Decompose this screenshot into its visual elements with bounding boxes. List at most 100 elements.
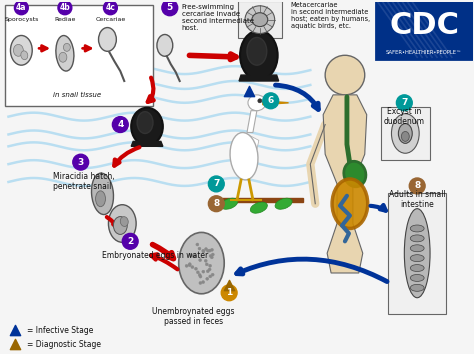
Text: 4a: 4a bbox=[16, 3, 27, 12]
Ellipse shape bbox=[96, 191, 105, 207]
Ellipse shape bbox=[252, 13, 268, 27]
Circle shape bbox=[209, 196, 224, 212]
Ellipse shape bbox=[210, 249, 213, 251]
Polygon shape bbox=[214, 198, 303, 202]
Ellipse shape bbox=[194, 267, 198, 270]
Ellipse shape bbox=[64, 44, 70, 51]
Ellipse shape bbox=[206, 277, 209, 280]
Text: Cercariae: Cercariae bbox=[95, 17, 126, 22]
Ellipse shape bbox=[392, 114, 419, 153]
Ellipse shape bbox=[113, 217, 127, 234]
Ellipse shape bbox=[250, 202, 267, 213]
Ellipse shape bbox=[185, 264, 188, 267]
Point bbox=[245, 88, 253, 94]
Ellipse shape bbox=[199, 275, 202, 278]
Ellipse shape bbox=[207, 249, 210, 252]
Ellipse shape bbox=[247, 38, 267, 65]
Ellipse shape bbox=[410, 255, 424, 262]
Text: in snail tissue: in snail tissue bbox=[53, 92, 101, 98]
Ellipse shape bbox=[137, 112, 153, 133]
FancyBboxPatch shape bbox=[389, 193, 446, 314]
Text: Free-swimming
cercariae invade
second intermediate
host.: Free-swimming cercariae invade second in… bbox=[182, 4, 254, 31]
Ellipse shape bbox=[230, 132, 258, 180]
Ellipse shape bbox=[204, 259, 207, 262]
Text: 3: 3 bbox=[78, 158, 84, 167]
Circle shape bbox=[325, 55, 365, 95]
Text: Miracidia hatch,
penetrate snail: Miracidia hatch, penetrate snail bbox=[53, 172, 115, 192]
Ellipse shape bbox=[13, 44, 23, 56]
Ellipse shape bbox=[179, 233, 224, 294]
Text: 4c: 4c bbox=[106, 3, 115, 12]
Ellipse shape bbox=[208, 268, 211, 271]
Ellipse shape bbox=[206, 270, 210, 273]
Ellipse shape bbox=[205, 263, 208, 266]
Ellipse shape bbox=[202, 281, 205, 284]
Ellipse shape bbox=[220, 198, 237, 209]
FancyBboxPatch shape bbox=[5, 5, 153, 106]
Polygon shape bbox=[263, 101, 289, 105]
Point bbox=[225, 282, 233, 288]
Ellipse shape bbox=[332, 179, 368, 228]
Ellipse shape bbox=[10, 35, 32, 65]
Ellipse shape bbox=[398, 124, 412, 143]
Ellipse shape bbox=[202, 270, 205, 273]
Ellipse shape bbox=[91, 173, 113, 215]
Ellipse shape bbox=[404, 209, 430, 298]
FancyBboxPatch shape bbox=[375, 0, 473, 59]
Ellipse shape bbox=[131, 108, 163, 145]
Circle shape bbox=[58, 1, 72, 15]
Ellipse shape bbox=[209, 264, 211, 267]
Text: 7: 7 bbox=[401, 98, 408, 107]
Circle shape bbox=[112, 116, 128, 132]
Ellipse shape bbox=[199, 259, 201, 262]
Ellipse shape bbox=[202, 249, 205, 252]
Ellipse shape bbox=[211, 253, 214, 256]
Circle shape bbox=[396, 95, 412, 111]
Ellipse shape bbox=[188, 263, 191, 266]
Ellipse shape bbox=[157, 34, 173, 56]
Ellipse shape bbox=[410, 225, 424, 232]
Ellipse shape bbox=[211, 273, 214, 276]
Ellipse shape bbox=[410, 274, 424, 281]
Circle shape bbox=[122, 233, 138, 249]
Ellipse shape bbox=[245, 6, 275, 34]
Text: 8: 8 bbox=[414, 181, 420, 190]
Ellipse shape bbox=[109, 205, 136, 242]
Ellipse shape bbox=[410, 264, 424, 272]
Text: SAFER•HEALTHIER•PEOPLE™: SAFER•HEALTHIER•PEOPLE™ bbox=[386, 50, 462, 55]
Ellipse shape bbox=[275, 198, 292, 209]
Ellipse shape bbox=[188, 264, 191, 267]
Point bbox=[12, 341, 19, 347]
Text: 5: 5 bbox=[167, 3, 173, 12]
Ellipse shape bbox=[189, 254, 192, 257]
Text: Rediae: Rediae bbox=[54, 17, 75, 22]
Text: Sporocysts: Sporocysts bbox=[4, 17, 38, 22]
Ellipse shape bbox=[204, 247, 208, 251]
Circle shape bbox=[409, 178, 425, 194]
Ellipse shape bbox=[202, 250, 205, 253]
Ellipse shape bbox=[240, 30, 278, 80]
Ellipse shape bbox=[410, 245, 424, 252]
Circle shape bbox=[14, 1, 28, 15]
Point bbox=[12, 327, 19, 333]
Polygon shape bbox=[239, 75, 279, 81]
Ellipse shape bbox=[248, 95, 266, 111]
Ellipse shape bbox=[199, 281, 202, 285]
Ellipse shape bbox=[209, 255, 212, 257]
Circle shape bbox=[162, 0, 178, 16]
Polygon shape bbox=[234, 132, 259, 164]
Ellipse shape bbox=[191, 266, 194, 269]
Ellipse shape bbox=[401, 131, 409, 141]
Ellipse shape bbox=[410, 235, 424, 242]
Text: 7: 7 bbox=[213, 179, 219, 188]
Ellipse shape bbox=[208, 249, 211, 252]
Text: 4: 4 bbox=[117, 120, 124, 129]
Text: = Infective Stage: = Infective Stage bbox=[27, 326, 94, 335]
Ellipse shape bbox=[196, 243, 199, 246]
Text: 2: 2 bbox=[127, 237, 133, 246]
Text: CDC: CDC bbox=[389, 11, 459, 40]
Circle shape bbox=[209, 176, 224, 192]
Text: Excyst in
duodenum: Excyst in duodenum bbox=[384, 107, 425, 126]
FancyBboxPatch shape bbox=[381, 107, 430, 160]
Ellipse shape bbox=[196, 271, 200, 274]
